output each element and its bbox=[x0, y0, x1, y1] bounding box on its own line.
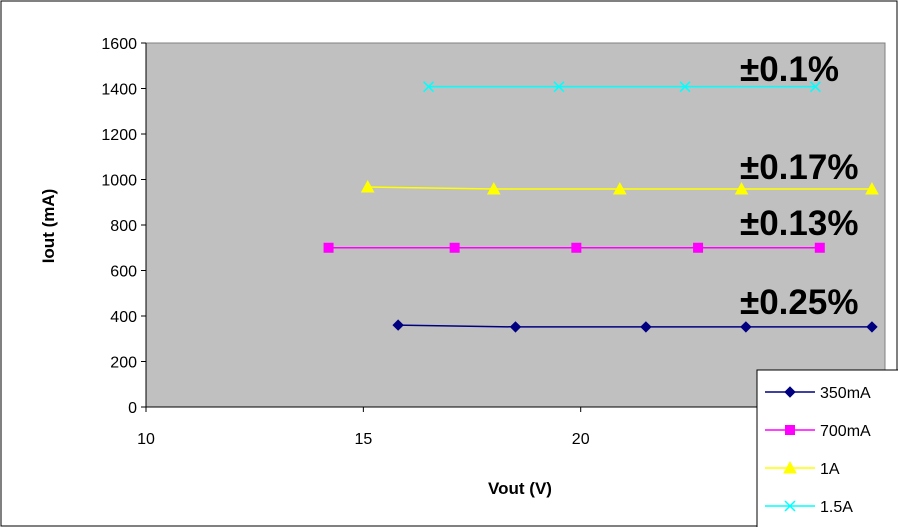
y-tick-label: 1200 bbox=[101, 127, 137, 144]
legend-label: 1.5A bbox=[820, 499, 853, 516]
data-point bbox=[553, 81, 565, 93]
y-axis-title: Iout (mA) bbox=[39, 189, 58, 264]
data-point bbox=[571, 242, 582, 253]
annotation-700ma: ±0.13% bbox=[740, 204, 858, 243]
data-point bbox=[509, 321, 522, 333]
y-tick-label: 1000 bbox=[101, 173, 137, 190]
data-point bbox=[612, 182, 627, 195]
data-point bbox=[784, 500, 796, 512]
legend-item: 350mA bbox=[765, 385, 871, 402]
annotation-350ma: ±0.25% bbox=[740, 283, 858, 322]
data-point bbox=[865, 182, 879, 195]
x-tick-label: 10 bbox=[137, 431, 155, 448]
data-point bbox=[785, 425, 795, 435]
legend: 350mA 700mA 1A 1.5A bbox=[756, 369, 898, 527]
data-point bbox=[784, 386, 796, 398]
data-point bbox=[814, 242, 825, 253]
data-point bbox=[693, 242, 704, 253]
data-point bbox=[323, 242, 334, 253]
y-tick-label: 600 bbox=[110, 264, 137, 281]
y-tick-label: 400 bbox=[110, 309, 137, 326]
series-layer bbox=[323, 81, 879, 333]
series-350mA bbox=[392, 319, 878, 333]
data-point bbox=[740, 321, 752, 333]
data-point bbox=[423, 81, 435, 93]
legend-item: 1A bbox=[765, 460, 840, 478]
series-1.5A bbox=[423, 81, 821, 93]
legend-box bbox=[756, 369, 898, 527]
y-tick-label: 0 bbox=[128, 400, 137, 417]
data-point bbox=[866, 321, 878, 333]
data-point bbox=[392, 319, 404, 331]
y-tick-label: 1400 bbox=[101, 82, 137, 99]
legend-item: 700mA bbox=[765, 423, 871, 440]
data-point bbox=[783, 460, 797, 474]
data-point bbox=[809, 81, 821, 93]
data-point bbox=[734, 182, 749, 195]
data-point bbox=[679, 81, 691, 93]
x-axis-title: Vout (V) bbox=[488, 479, 552, 498]
y-tick-label: 800 bbox=[110, 218, 137, 235]
annotation-1-5a: ±0.1% bbox=[740, 50, 839, 89]
data-point bbox=[449, 242, 460, 253]
data-point bbox=[360, 179, 375, 193]
axes: 0200400600800100012001400160010152025 bbox=[101, 36, 885, 448]
legend-item: 1.5A bbox=[765, 499, 853, 516]
series-1A bbox=[360, 179, 879, 195]
series-700mA bbox=[323, 242, 825, 253]
plot-area bbox=[145, 42, 886, 408]
x-tick-label: 15 bbox=[354, 431, 372, 448]
y-tick-label: 200 bbox=[110, 355, 137, 372]
legend-label: 350mA bbox=[820, 385, 871, 402]
legend-label: 700mA bbox=[820, 423, 871, 440]
data-point bbox=[640, 321, 652, 333]
x-tick-label: 20 bbox=[572, 431, 590, 448]
data-point bbox=[486, 182, 501, 195]
legend-label: 1A bbox=[820, 461, 840, 478]
annotation-1a: ±0.17% bbox=[740, 148, 858, 187]
y-tick-label: 1600 bbox=[101, 36, 137, 53]
